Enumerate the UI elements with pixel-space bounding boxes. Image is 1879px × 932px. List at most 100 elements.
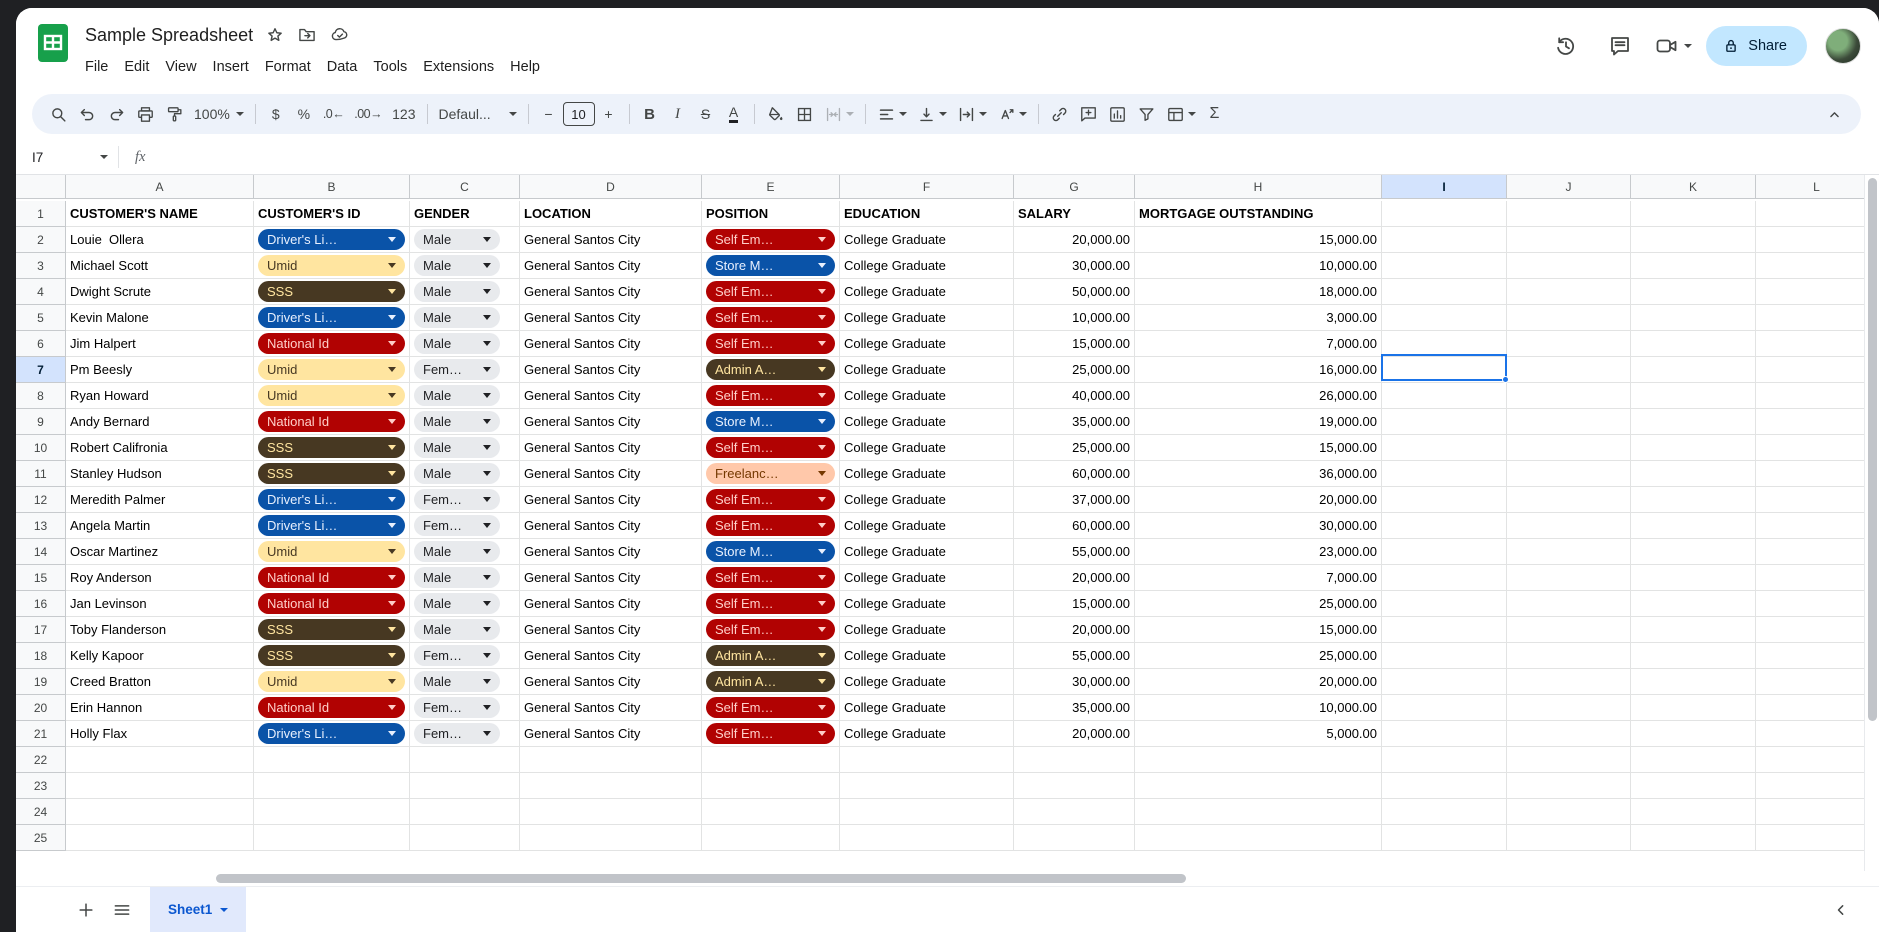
dropdown-chip[interactable]: Self Em…	[706, 333, 835, 354]
menu-item-help[interactable]: Help	[502, 56, 548, 78]
cell-A18[interactable]: Kelly Kapoor	[66, 643, 254, 669]
cell-B12[interactable]: Driver's Li…	[254, 487, 410, 513]
cell-J23[interactable]	[1507, 773, 1631, 799]
dropdown-chip[interactable]: Fem…	[414, 515, 500, 536]
cell-I8[interactable]	[1382, 383, 1507, 409]
cell-L25[interactable]	[1756, 825, 1878, 851]
cell-B25[interactable]	[254, 825, 410, 851]
side-panel-chevron-icon[interactable]	[1831, 900, 1851, 920]
dropdown-chip[interactable]: Self Em…	[706, 697, 835, 718]
cell-G13[interactable]: 60,000.00	[1014, 513, 1135, 539]
cell-J8[interactable]	[1507, 383, 1631, 409]
cell-I23[interactable]	[1382, 773, 1507, 799]
dropdown-chip[interactable]: National Id	[258, 333, 405, 354]
cell-G23[interactable]	[1014, 773, 1135, 799]
zoom-dropdown[interactable]: 100%	[189, 100, 249, 128]
cell-A3[interactable]: Michael Scott	[66, 253, 254, 279]
dropdown-chip[interactable]: SSS	[258, 645, 405, 666]
collapse-toolbar-icon[interactable]	[1820, 100, 1849, 128]
cell-A21[interactable]: Holly Flax	[66, 721, 254, 747]
cell-B19[interactable]: Umid	[254, 669, 410, 695]
cell-F4[interactable]: College Graduate	[840, 279, 1014, 305]
fill-color-button[interactable]	[761, 100, 790, 128]
cell-G4[interactable]: 50,000.00	[1014, 279, 1135, 305]
row-header-25[interactable]: 25	[16, 825, 66, 851]
cell-L2[interactable]	[1756, 227, 1878, 253]
cell-I2[interactable]	[1382, 227, 1507, 253]
dropdown-chip[interactable]: National Id	[258, 411, 405, 432]
cell-B3[interactable]: Umid	[254, 253, 410, 279]
cell-D15[interactable]: General Santos City	[520, 565, 702, 591]
column-header-G[interactable]: G	[1014, 175, 1135, 199]
cell-D9[interactable]: General Santos City	[520, 409, 702, 435]
cell-L13[interactable]	[1756, 513, 1878, 539]
row-header-8[interactable]: 8	[16, 383, 66, 409]
cell-F7[interactable]: College Graduate	[840, 357, 1014, 383]
cell-F2[interactable]: College Graduate	[840, 227, 1014, 253]
cell-B17[interactable]: SSS	[254, 617, 410, 643]
cell-K8[interactable]	[1631, 383, 1756, 409]
grid-corner-box[interactable]	[16, 175, 66, 199]
column-header-F[interactable]: F	[840, 175, 1014, 199]
cell-I17[interactable]	[1382, 617, 1507, 643]
dropdown-chip[interactable]: Umid	[258, 385, 405, 406]
more-formats-button[interactable]: 123	[387, 100, 420, 128]
cell-D7[interactable]: General Santos City	[520, 357, 702, 383]
cell-F5[interactable]: College Graduate	[840, 305, 1014, 331]
cell-B6[interactable]: National Id	[254, 331, 410, 357]
cell-A25[interactable]	[66, 825, 254, 851]
cloud-saved-icon[interactable]	[329, 25, 351, 45]
cell-K19[interactable]	[1631, 669, 1756, 695]
row-header-1[interactable]: 1	[16, 201, 66, 227]
cell-E8[interactable]: Self Em…	[702, 383, 840, 409]
cell-E15[interactable]: Self Em…	[702, 565, 840, 591]
column-header-J[interactable]: J	[1507, 175, 1631, 199]
cell-E2[interactable]: Self Em…	[702, 227, 840, 253]
row-header-9[interactable]: 9	[16, 409, 66, 435]
cell-B14[interactable]: Umid	[254, 539, 410, 565]
dropdown-chip[interactable]: Self Em…	[706, 385, 835, 406]
cell-F25[interactable]	[840, 825, 1014, 851]
cell-A15[interactable]: Roy Anderson	[66, 565, 254, 591]
insert-comment-icon[interactable]	[1074, 100, 1103, 128]
cell-B11[interactable]: SSS	[254, 461, 410, 487]
cell-E13[interactable]: Self Em…	[702, 513, 840, 539]
cell-B4[interactable]: SSS	[254, 279, 410, 305]
cell-E16[interactable]: Self Em…	[702, 591, 840, 617]
cell-H5[interactable]: 3,000.00	[1135, 305, 1382, 331]
dropdown-chip[interactable]: Self Em…	[706, 307, 835, 328]
cell-A4[interactable]: Dwight Scrute	[66, 279, 254, 305]
row-header-4[interactable]: 4	[16, 279, 66, 305]
cell-H2[interactable]: 15,000.00	[1135, 227, 1382, 253]
sheet-tab-sheet1[interactable]: Sheet1	[150, 887, 246, 932]
cell-L6[interactable]	[1756, 331, 1878, 357]
cell-A17[interactable]: Toby Flanderson	[66, 617, 254, 643]
cell-D16[interactable]: General Santos City	[520, 591, 702, 617]
cell-E12[interactable]: Self Em…	[702, 487, 840, 513]
cell-L15[interactable]	[1756, 565, 1878, 591]
increase-decimal-button[interactable]: .00→	[349, 100, 387, 128]
cell-C22[interactable]	[410, 747, 520, 773]
merge-cells-button[interactable]	[819, 100, 859, 128]
cell-E9[interactable]: Store M…	[702, 409, 840, 435]
video-call-button[interactable]	[1654, 34, 1692, 58]
cell-K3[interactable]	[1631, 253, 1756, 279]
cell-K20[interactable]	[1631, 695, 1756, 721]
cell-C23[interactable]	[410, 773, 520, 799]
dropdown-chip[interactable]: Male	[414, 411, 500, 432]
row-header-2[interactable]: 2	[16, 227, 66, 253]
horizontal-scrollbar[interactable]	[16, 871, 1879, 886]
cell-E1[interactable]: POSITION	[702, 201, 840, 227]
dropdown-chip[interactable]: Male	[414, 671, 500, 692]
cell-H22[interactable]	[1135, 747, 1382, 773]
cell-C13[interactable]: Fem…	[410, 513, 520, 539]
dropdown-chip[interactable]: Self Em…	[706, 619, 835, 640]
cell-D25[interactable]	[520, 825, 702, 851]
dropdown-chip[interactable]: Umid	[258, 671, 405, 692]
menu-item-insert[interactable]: Insert	[205, 56, 257, 78]
cell-L11[interactable]	[1756, 461, 1878, 487]
cell-E10[interactable]: Self Em…	[702, 435, 840, 461]
cell-C5[interactable]: Male	[410, 305, 520, 331]
dropdown-chip[interactable]: Male	[414, 463, 500, 484]
cell-B21[interactable]: Driver's Li…	[254, 721, 410, 747]
